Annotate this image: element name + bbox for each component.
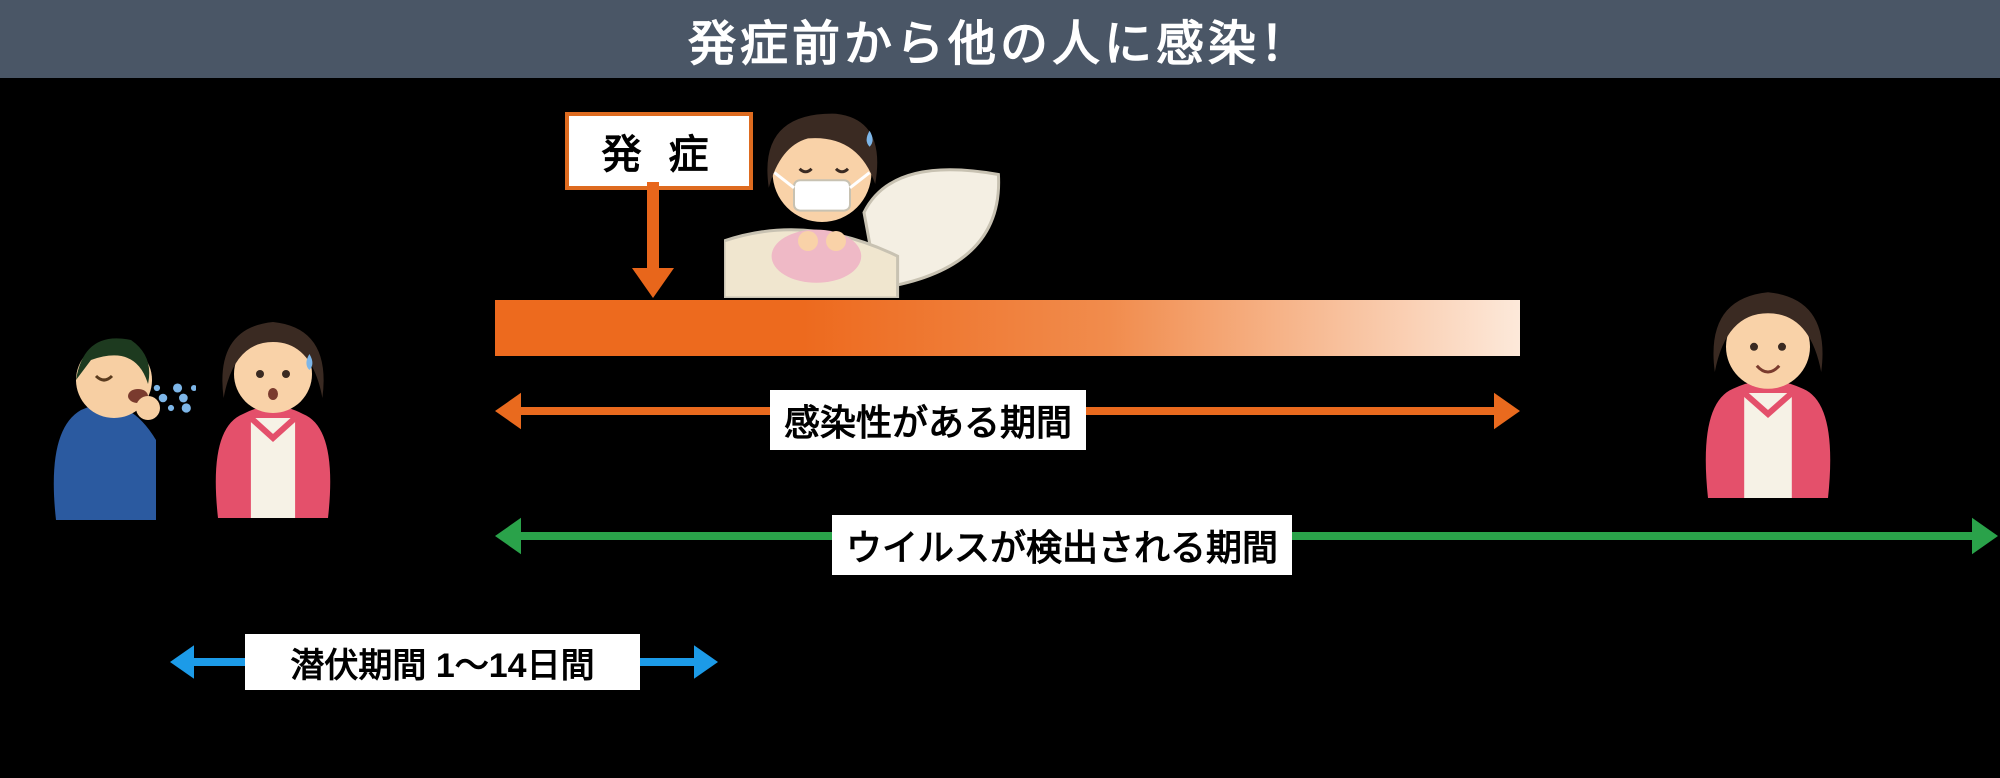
recovered-person-icon	[1698, 288, 1838, 498]
incubation-label: 潜伏期間 1～14日間	[290, 638, 594, 687]
sick-in-bed-icon	[724, 108, 1004, 298]
incubation-label-box: 潜伏期間 1～14日間	[245, 634, 640, 690]
exposed-person-icon	[208, 318, 338, 518]
sneezing-person-icon	[36, 320, 196, 520]
